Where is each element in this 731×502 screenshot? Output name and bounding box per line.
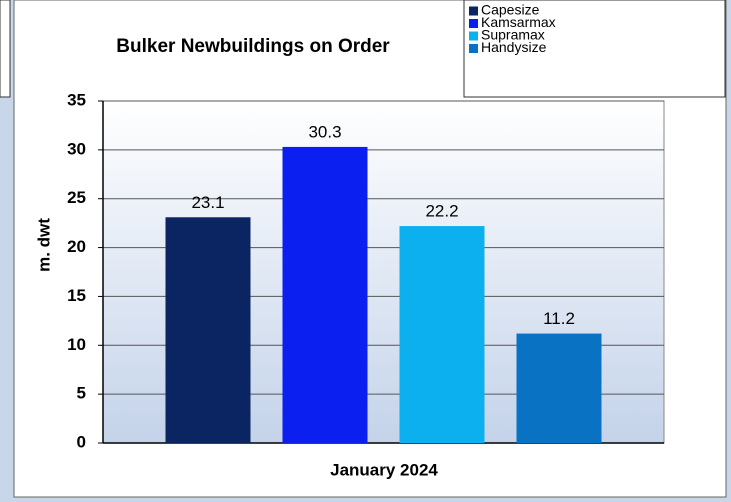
- y-tick-label: 5: [77, 384, 86, 403]
- y-tick-label: 15: [67, 286, 86, 305]
- y-tick-label: 30: [67, 139, 86, 158]
- side-box: [0, 0, 11, 98]
- bar: [516, 333, 602, 443]
- y-tick-label: 10: [67, 335, 86, 354]
- legend-swatch: [469, 19, 478, 28]
- y-axis-label: m. dwt: [34, 218, 53, 272]
- data-label: 23.1: [191, 193, 224, 212]
- legend-swatch: [469, 31, 478, 41]
- legend-swatch: [469, 6, 478, 16]
- bar: [282, 146, 368, 443]
- legend: [463, 0, 726, 98]
- y-tick-label: 35: [67, 90, 86, 109]
- bar: [399, 226, 485, 443]
- legend-label: Handysize: [481, 39, 547, 55]
- x-axis-label: January 2024: [330, 460, 438, 479]
- y-tick-label: 20: [67, 237, 86, 256]
- chart-title: Bulker Newbuildings on Order: [116, 36, 390, 57]
- data-label: 22.2: [425, 202, 458, 221]
- legend-label: Capesize: [481, 2, 540, 18]
- data-label: 11.2: [543, 309, 575, 328]
- legend-label: Supramax: [481, 27, 545, 43]
- data-label: 30.3: [308, 122, 341, 141]
- y-tick-label: 25: [67, 188, 86, 207]
- bar: [165, 217, 251, 443]
- legend-swatch: [469, 44, 478, 53]
- y-tick-label: 0: [77, 432, 86, 451]
- legend-label: Kamsarmax: [481, 14, 556, 30]
